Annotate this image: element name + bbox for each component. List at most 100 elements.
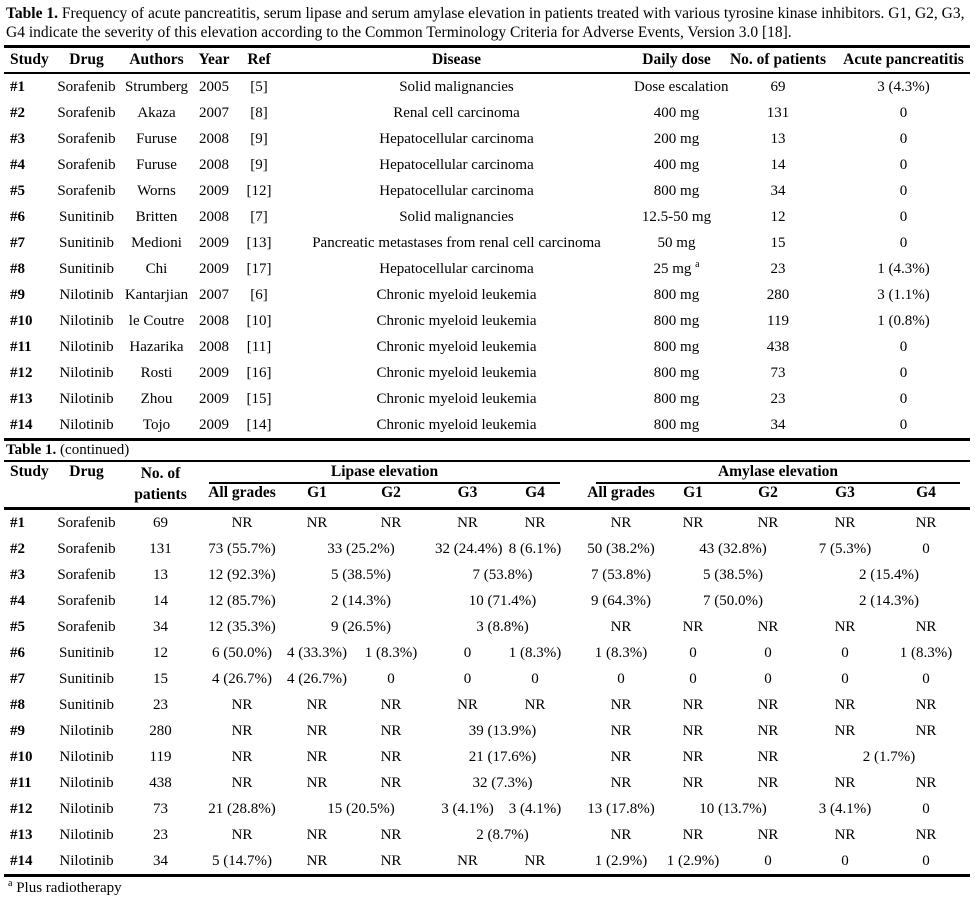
lipase-value-cell: NR bbox=[231, 696, 253, 713]
table1-continued-label: Table 1. (continued) bbox=[4, 441, 971, 460]
year-cell: 2007 bbox=[199, 286, 229, 303]
lipase-value-cell: 12 (35.3%) bbox=[208, 618, 276, 635]
table1-row: #1 Sorafenib Strumberg 2005 [5] Solid maligna… bbox=[4, 73, 970, 100]
lipase-value-cell: 9 (26.5%) bbox=[331, 618, 391, 635]
acute-pancreatitis-cell: 0 bbox=[899, 104, 908, 121]
group-spacer-cell bbox=[570, 848, 584, 877]
amylase-value-cell: NR bbox=[834, 696, 856, 713]
dose-footnote-marker: a bbox=[695, 258, 700, 270]
study-id-cell: #3 bbox=[10, 130, 25, 147]
study-id-cell: #10 bbox=[10, 748, 33, 765]
study-id-cell: #4 bbox=[10, 592, 25, 609]
table1-row: #2 Sorafenib Akaza 2007 [8] Renal cell carcin… bbox=[4, 100, 970, 126]
t2-header-lipase-group: Lipase elevation bbox=[197, 460, 570, 484]
drug-cell: Nilotinib bbox=[49, 412, 124, 441]
year-cell: 2008 bbox=[199, 156, 229, 173]
acute-pancreatitis-cell: 0 bbox=[899, 156, 908, 173]
table1-row: #11 Nilotinib Hazarika 2008 [11] Chronic myel… bbox=[4, 334, 970, 360]
amylase-value-cell: NR bbox=[757, 618, 779, 635]
daily-dose-cell: 800 mg bbox=[653, 390, 700, 407]
lipase-value-cell: 6 (50.0%) bbox=[212, 644, 272, 661]
acute-pancreatitis-cell: 0 bbox=[837, 412, 970, 441]
amylase-value-cell: 43 (32.8%) bbox=[699, 540, 767, 557]
acute-pancreatitis-cell: 0 bbox=[899, 234, 908, 251]
acute-pancreatitis-cell: 0 bbox=[899, 130, 908, 147]
drug-cell: Sunitinib bbox=[58, 696, 114, 713]
acute-pancreatitis-cell: 3 (4.3%) bbox=[877, 78, 930, 95]
group-spacer-cell bbox=[570, 770, 584, 796]
t2-header-amylase-group: Amylase elevation bbox=[584, 460, 970, 484]
patients-count-cell: 14 bbox=[153, 592, 168, 609]
acute-pancreatitis-cell: 0 bbox=[899, 338, 908, 355]
t2-header-amylase-all-grades: All grades bbox=[584, 484, 658, 510]
table1-row: #4 Sorafenib Furuse 2008 [9] Hepatocellular c… bbox=[4, 152, 970, 178]
lipase-value-cell: 12 (85.7%) bbox=[208, 592, 276, 609]
study-id-cell: #8 bbox=[10, 260, 25, 277]
lipase-value-cell: 0 bbox=[387, 670, 395, 687]
amylase-value-cell: 0 bbox=[764, 670, 772, 687]
amylase-value-cell: 1 (8.3%) bbox=[594, 644, 648, 661]
study-id-cell: #13 bbox=[10, 390, 33, 407]
lipase-value-cell: NR bbox=[306, 774, 328, 791]
drug-cell: Nilotinib bbox=[59, 312, 114, 329]
amylase-value-cell: NR bbox=[610, 774, 632, 791]
ref-cell: [6] bbox=[250, 286, 268, 303]
acute-pancreatitis-cell: 0 bbox=[899, 390, 908, 407]
lipase-value-cell: 2 (14.3%) bbox=[331, 592, 391, 609]
lipase-value-cell: 8 (6.1%) bbox=[508, 540, 562, 557]
table2-header-row1: Study Drug No. of patients Lipase elevat… bbox=[4, 460, 970, 510]
study-id-cell: #9 bbox=[10, 722, 25, 739]
study-id-cell: #13 bbox=[10, 826, 33, 843]
year-cell: 2008 bbox=[199, 312, 229, 329]
patients-count-cell: 69 bbox=[770, 78, 786, 95]
lipase-value-cell: NR bbox=[380, 514, 402, 531]
patients-count-cell: 13 bbox=[153, 566, 168, 583]
disease-cell: Renal cell carcinoma bbox=[393, 104, 520, 121]
patients-count-cell: 73 bbox=[770, 364, 786, 381]
study-id-cell: #11 bbox=[10, 774, 32, 791]
footnote-text: Plus radiotherapy bbox=[12, 880, 122, 896]
author-cell: Chi bbox=[145, 260, 168, 277]
disease-cell: Solid malignancies bbox=[399, 208, 514, 225]
group-spacer-cell bbox=[570, 614, 584, 640]
amylase-value-cell: 0 bbox=[922, 800, 930, 817]
amylase-value-cell: 3 (4.1%) bbox=[818, 800, 872, 817]
ref-cell: [7] bbox=[250, 208, 268, 225]
lipase-value-cell: 0 bbox=[531, 670, 539, 687]
amylase-value-cell: NR bbox=[682, 514, 704, 531]
lipase-value-cell: NR bbox=[231, 722, 253, 739]
disease-cell: Pancreatic metastases from renal cell ca… bbox=[312, 234, 601, 251]
author-cell: Hazarika bbox=[129, 338, 184, 355]
amylase-value-cell: 9 (64.3%) bbox=[591, 592, 651, 609]
author-cell: Britten bbox=[135, 208, 178, 225]
acute-pancreatitis-cell: 0 bbox=[899, 208, 908, 225]
t2-header-lipase-all-grades: All grades bbox=[197, 484, 287, 510]
disease-cell: Chronic myeloid leukemia bbox=[376, 286, 537, 303]
amylase-value-cell: 0 bbox=[882, 848, 970, 877]
table2-row: #5 Sorafenib 34 12 (35.3%) 9 (26.5%) 3 (8.8%)… bbox=[4, 614, 970, 640]
patients-count-cell: 12 bbox=[153, 644, 168, 661]
lipase-value-cell: NR bbox=[231, 748, 253, 765]
acute-pancreatitis-cell: 0 bbox=[899, 182, 908, 199]
drug-cell: Sorafenib bbox=[57, 156, 116, 173]
amylase-value-cell: 0 bbox=[841, 644, 849, 661]
drug-cell: Sorafenib bbox=[57, 130, 116, 147]
drug-cell: Sorafenib bbox=[57, 592, 116, 609]
daily-dose-cell: Dose escalation bbox=[634, 78, 729, 95]
amylase-value-cell: 2 (15.4%) bbox=[859, 566, 919, 583]
author-cell: Strumberg bbox=[124, 78, 189, 95]
amylase-value-cell: 0 bbox=[689, 670, 697, 687]
daily-dose-cell: 25 mg a bbox=[653, 258, 700, 277]
amylase-value-cell: NR bbox=[682, 722, 704, 739]
year-cell: 2007 bbox=[199, 104, 229, 121]
table1-header: Study Drug Authors Year Ref Disease Dail… bbox=[4, 45, 970, 74]
lipase-value-cell: 1 (8.3%) bbox=[364, 644, 418, 661]
drug-cell: Nilotinib bbox=[59, 800, 114, 817]
drug-cell: Nilotinib bbox=[59, 774, 114, 791]
lipase-value-cell: 1 (8.3%) bbox=[508, 644, 562, 661]
amylase-value-cell: 2 (1.7%) bbox=[862, 748, 916, 765]
continued-text: (continued) bbox=[56, 442, 130, 458]
amylase-value-cell: NR bbox=[915, 696, 937, 713]
study-id-cell: #5 bbox=[10, 182, 25, 199]
study-id-cell: #2 bbox=[10, 540, 25, 557]
